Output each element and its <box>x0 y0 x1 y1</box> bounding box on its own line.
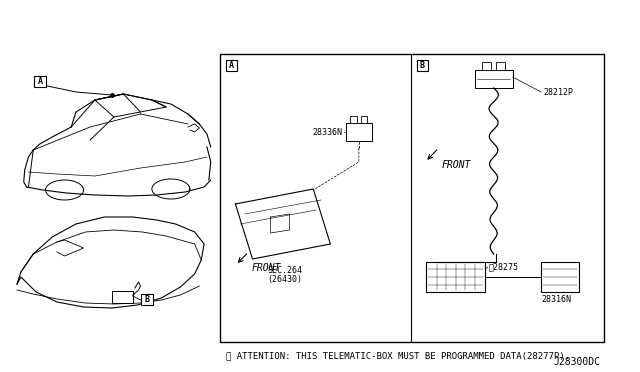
Bar <box>417 60 428 71</box>
Text: 28336N: 28336N <box>313 128 342 137</box>
Bar <box>426 262 485 292</box>
Bar <box>497 62 505 70</box>
Text: FRONT: FRONT <box>252 263 281 273</box>
Text: A: A <box>37 77 42 86</box>
Bar <box>541 262 579 292</box>
Text: ※ ATTENTION: THIS TELEMATIC-BOX MUST BE PROGRAMMED DATA(28277P).: ※ ATTENTION: THIS TELEMATIC-BOX MUST BE … <box>226 352 570 360</box>
Bar <box>220 54 604 342</box>
Text: (26430): (26430) <box>268 275 302 284</box>
Bar <box>346 123 372 141</box>
Text: ※28275: ※28275 <box>489 263 519 272</box>
Bar <box>361 116 367 123</box>
Text: A: A <box>229 61 234 70</box>
Text: B: B <box>145 295 150 304</box>
Text: B: B <box>420 61 425 70</box>
Bar <box>226 60 237 71</box>
Bar <box>112 291 133 303</box>
Bar <box>34 76 45 87</box>
Text: 28212P: 28212P <box>543 87 573 96</box>
Text: SEC.264: SEC.264 <box>268 266 302 275</box>
Text: FRONT: FRONT <box>442 160 471 170</box>
Bar <box>475 70 513 88</box>
Text: J28300DC: J28300DC <box>553 357 600 367</box>
Bar <box>483 62 491 70</box>
Bar <box>350 116 357 123</box>
Text: 28316N: 28316N <box>541 295 571 305</box>
Bar <box>141 294 153 305</box>
